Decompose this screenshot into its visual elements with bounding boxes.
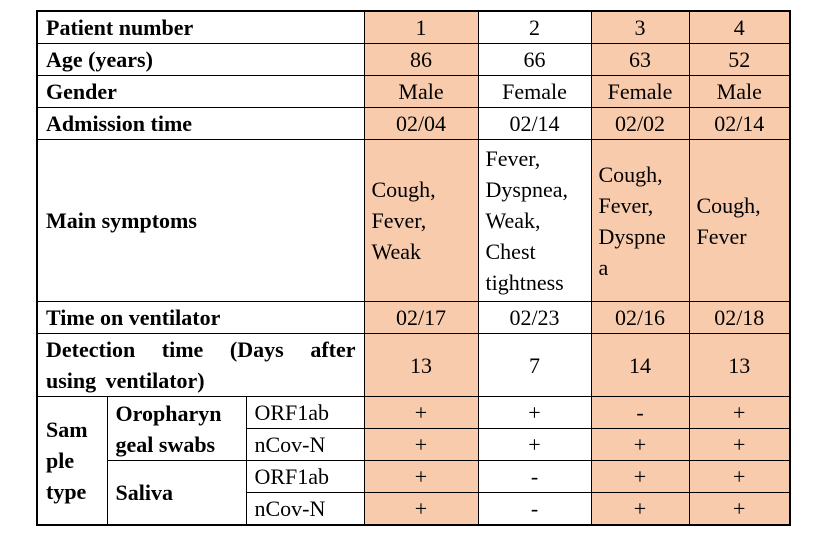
patient-2-ventilator-cell: 02/23 [477,301,592,334]
patient-2-number-cell: 2 [477,10,592,44]
patient-2-oro-ncov-cell: + [477,428,592,461]
patient-3-admission-cell: 02/02 [590,107,690,140]
row-label-admission-time: Admission time [36,107,365,140]
patient-4-detection-cell: 13 [688,333,791,397]
patient-3-ventilator-cell: 02/16 [590,301,690,334]
row-patient-number: Patient number 1 2 3 4 [36,10,791,44]
patient-4-saliva-ncov-cell: + [688,492,791,526]
patient-4-symptoms-cell: Cough, Fever [688,139,791,302]
patient-1-number-cell: 1 [363,10,479,44]
patient-1-admission-cell: 02/04 [363,107,479,140]
row-time-on-ventilator: Time on ventilator 02/17 02/23 02/16 02/… [36,301,791,334]
patient-3-oro-ncov-cell: + [590,428,690,461]
patient-4-oro-orf1ab-cell: + [688,396,791,429]
row-label-age: Age (years) [36,43,365,76]
test-name-saliva-orf1ab: ORF1ab [245,460,365,493]
patient-2-gender-cell: Female [477,75,592,108]
test-name-oro-orf1ab: ORF1ab [245,396,365,429]
patient-1-age-cell: 86 [363,43,479,76]
sample-type-label: Sam ple type [36,396,108,526]
patient-3-oro-orf1ab-cell: - [590,396,690,429]
row-saliva-orf1ab: Saliva ORF1ab + - + + [37,460,791,526]
patient-table: Patient number 1 2 3 4 Age (years) 86 66… [36,10,791,526]
patient-1-ventilator-cell: 02/17 [363,301,479,334]
row-label-detection-time: Detection time (Days after using ventila… [36,333,365,397]
patient-2-saliva-ncov-cell: - [477,492,592,526]
patient-3-saliva-ncov-cell: + [590,492,690,526]
test-name-saliva-ncov-n: nCov-N [245,492,365,526]
patient-4-saliva-orf1ab-cell: + [688,460,791,493]
patient-3-gender-cell: Female [590,75,690,108]
patient-3-number-cell: 3 [590,10,690,44]
patient-4-gender-cell: Male [688,75,791,108]
patient-2-saliva-orf1ab-cell: - [477,460,592,493]
patient-1-oro-orf1ab-cell: + [363,396,479,429]
patient-2-symptoms-cell: Fever, Dyspnea, Weak, Chest tightness [477,139,592,302]
patient-4-age-cell: 52 [688,43,791,76]
row-label-patient-number: Patient number [36,10,365,44]
row-oropharyngeal-orf1ab: Sam ple type Oropharyn geal swabs ORF1ab… [36,396,791,526]
patient-3-age-cell: 63 [590,43,690,76]
patient-4-oro-ncov-cell: + [688,428,791,461]
patient-3-symptoms-cell: Cough, Fever, Dyspne a [590,139,690,302]
patient-1-gender-cell: Male [363,75,479,108]
saliva-label: Saliva [106,460,247,526]
row-saliva-ncov-n: nCov-N + - + + [37,492,791,526]
row-detection-time: Detection time (Days after using ventila… [36,333,791,397]
patient-4-number-cell: 4 [688,10,791,44]
test-name-oro-ncov-n: nCov-N [245,428,365,461]
patient-1-saliva-ncov-cell: + [363,492,479,526]
oropharyngeal-swabs-label: Oropharyn geal swabs [106,396,247,461]
patient-2-detection-cell: 7 [477,333,592,397]
row-label-main-symptoms: Main symptoms [36,139,365,302]
patient-4-ventilator-cell: 02/18 [688,301,791,334]
patient-2-age-cell: 66 [477,43,592,76]
patient-1-saliva-orf1ab-cell: + [363,460,479,493]
row-main-symptoms: Main symptoms Cough, Fever, Weak Fever, … [36,139,791,302]
row-label-gender: Gender [36,75,365,108]
row-oropharyngeal-ncov-n: nCov-N + + + + [37,428,791,461]
patient-2-oro-orf1ab-cell: + [477,396,592,429]
row-admission-time: Admission time 02/04 02/14 02/02 02/14 [36,107,791,140]
row-gender: Gender Male Female Female Male [36,75,791,108]
patient-4-admission-cell: 02/14 [688,107,791,140]
patient-2-admission-cell: 02/14 [477,107,592,140]
patient-3-saliva-orf1ab-cell: + [590,460,690,493]
row-label-time-on-ventilator: Time on ventilator [36,301,365,334]
patient-1-detection-cell: 13 [363,333,479,397]
patient-1-symptoms-cell: Cough, Fever, Weak [363,139,479,302]
row-age: Age (years) 86 66 63 52 [36,43,791,76]
patient-1-oro-ncov-cell: + [363,428,479,461]
patient-3-detection-cell: 14 [590,333,690,397]
